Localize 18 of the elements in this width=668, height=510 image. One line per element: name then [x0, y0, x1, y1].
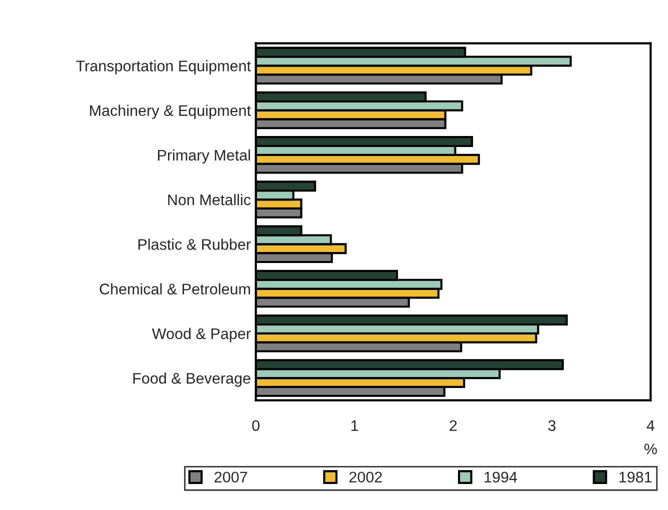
y-tick-label: Chemical & Petroleum: [100, 283, 250, 294]
y-tick-label: Wood & Paper: [152, 328, 251, 342]
x-tick-label: 0: [252, 420, 260, 432]
x-tick-label: 2: [450, 420, 457, 431]
legend-label: 2007: [214, 472, 248, 483]
y-tick-label: Food & Beverage: [133, 372, 250, 387]
y-tick-label: Non Metallic: [168, 194, 251, 206]
x-axis-title: %: [644, 444, 657, 454]
legend-label: 1994: [484, 472, 518, 483]
y-tick-label: Primary Metal: [158, 149, 250, 164]
x-tick-label: 1: [351, 420, 358, 431]
y-tick-label: Plastic & Rubber: [138, 238, 251, 250]
y-tick-label: Transportation Equipment: [76, 60, 251, 74]
y-tick-label: Machinery & Equipment: [90, 104, 251, 119]
x-tick-label: 3: [548, 420, 556, 432]
legend-label: 2002: [349, 472, 382, 483]
x-tick-label: 4: [646, 420, 654, 431]
legend-label: 1981: [619, 472, 652, 483]
